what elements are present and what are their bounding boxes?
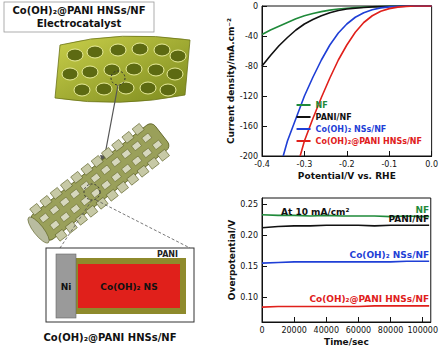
svg-text:Co(OH)₂@PANI HNSs/NF: Co(OH)₂@PANI HNSs/NF [316,137,422,146]
svg-text:-160: -160 [240,122,258,131]
svg-text:NF: NF [415,205,430,216]
svg-text:Co(OH)₂@PANI HNSs/NF: Co(OH)₂@PANI HNSs/NF [43,332,176,343]
svg-text:20000: 20000 [281,326,306,335]
svg-text:Co(OH)₂@PANI HNSs/NF: Co(OH)₂@PANI HNSs/NF [309,294,429,304]
svg-text:-80: -80 [245,62,258,71]
svg-text:Co(OH)₂@PANI HNSs/NF: Co(OH)₂@PANI HNSs/NF [12,5,145,16]
svg-text:40000: 40000 [314,326,339,335]
svg-text:Overpotential/V: Overpotential/V [227,220,237,300]
svg-text:Electrocatalyst: Electrocatalyst [37,18,122,29]
svg-text:100000: 100000 [407,326,438,335]
svg-text:0.10: 0.10 [240,293,258,302]
svg-text:-0.1: -0.1 [381,160,397,169]
svg-text:Potential/V vs. RHE: Potential/V vs. RHE [298,171,396,181]
svg-text:-120: -120 [240,92,258,101]
svg-text:0: 0 [253,2,258,11]
svg-text:NF: NF [316,101,328,110]
svg-text:Ni: Ni [61,282,72,292]
svg-text:0.0: 0.0 [425,160,438,169]
svg-text:PANI: PANI [157,250,178,259]
svg-text:0.20: 0.20 [240,231,258,240]
svg-text:-40: -40 [245,32,258,41]
svg-text:At 10 mA/cm²: At 10 mA/cm² [281,207,349,217]
svg-text:0.15: 0.15 [240,262,258,271]
svg-text:Co(OH)₂ NS: Co(OH)₂ NS [100,282,157,292]
svg-text:Current density/mA.cm⁻²: Current density/mA.cm⁻² [226,18,236,144]
svg-text:Co(OH)₂ NSs/NF: Co(OH)₂ NSs/NF [350,250,430,260]
svg-text:-200: -200 [239,151,258,161]
svg-text:80000: 80000 [378,326,403,335]
svg-text:60000: 60000 [346,326,371,335]
svg-text:-0.4: -0.4 [254,160,270,169]
svg-text:-0.2: -0.2 [339,160,355,169]
svg-text:Time/sec: Time/sec [324,337,369,347]
svg-text:Co(OH)₂ NSs/NF: Co(OH)₂ NSs/NF [316,125,387,134]
svg-text:0: 0 [259,326,264,335]
svg-text:PANI/NF: PANI/NF [316,113,352,122]
svg-text:-0.3: -0.3 [297,160,313,169]
svg-text:PANI/NF: PANI/NF [389,214,430,224]
svg-text:0.25: 0.25 [240,200,258,209]
